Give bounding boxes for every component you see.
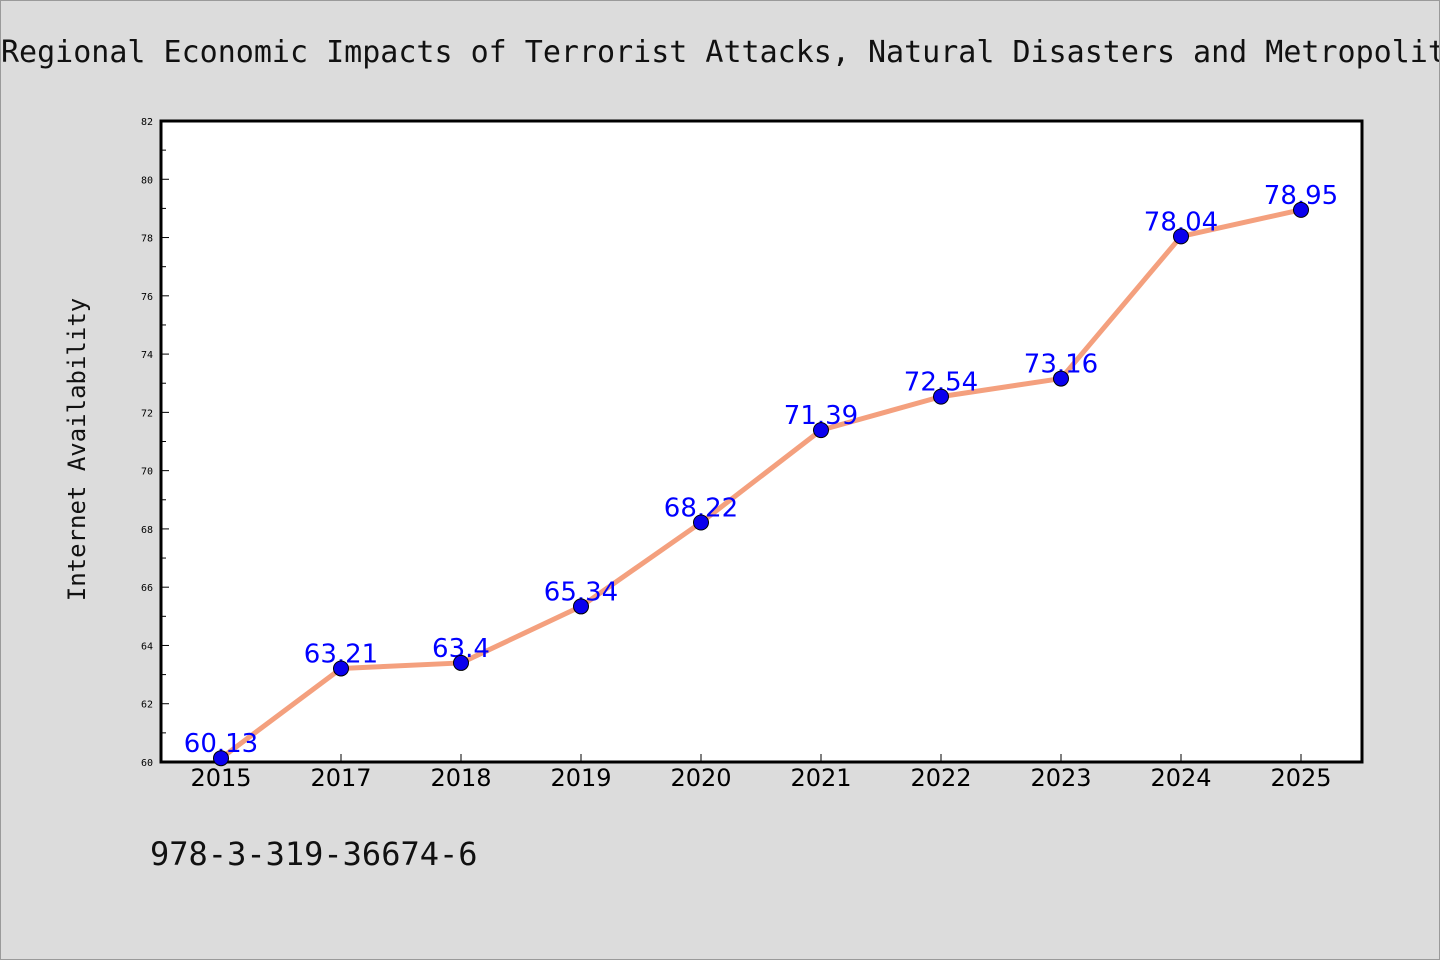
data-point <box>1053 370 1069 387</box>
plot-frame <box>159 119 1364 764</box>
y-tick-label: 64 <box>141 641 153 652</box>
chart-title: Regional Economic Impacts of Terrorist A… <box>1 35 1439 70</box>
y-tick-label: 62 <box>141 700 153 711</box>
x-tick-label: 2020 <box>670 764 731 792</box>
y-tick-label: 60 <box>141 758 153 769</box>
x-tick-label: 2023 <box>1030 764 1091 792</box>
x-tick-label: 2024 <box>1150 764 1211 792</box>
y-tick-label: 74 <box>141 350 153 361</box>
x-tick-label: 2015 <box>190 764 251 792</box>
y-tick-label: 66 <box>141 583 153 594</box>
data-point <box>453 654 469 671</box>
series-line <box>218 207 1304 761</box>
y-tick-label: 68 <box>141 525 153 536</box>
x-tick-label: 2018 <box>430 764 491 792</box>
x-tick-label: 2019 <box>550 764 611 792</box>
x-tick-label: 2021 <box>790 764 851 792</box>
data-point <box>333 660 349 677</box>
data-point <box>813 422 829 439</box>
plot-area <box>161 121 1362 762</box>
y-tick-label: 70 <box>141 467 153 478</box>
y-tick-label: 78 <box>141 234 153 245</box>
data-point <box>693 514 709 531</box>
data-point <box>1173 228 1189 245</box>
y-tick-label: 82 <box>141 117 153 128</box>
data-point <box>1293 201 1309 218</box>
data-point <box>933 388 949 405</box>
y-tick-label: 72 <box>141 408 153 419</box>
x-tick-label: 2017 <box>310 764 371 792</box>
data-point <box>213 750 229 767</box>
y-tick-label: 76 <box>141 292 153 303</box>
x-tick-label: 2022 <box>910 764 971 792</box>
y-axis-label: Internet Availability <box>63 298 91 601</box>
y-tick-label: 80 <box>141 175 153 186</box>
isbn-text: 978-3-319-36674-6 <box>150 835 478 873</box>
x-tick-label: 2025 <box>1270 764 1331 792</box>
data-point <box>573 598 589 615</box>
